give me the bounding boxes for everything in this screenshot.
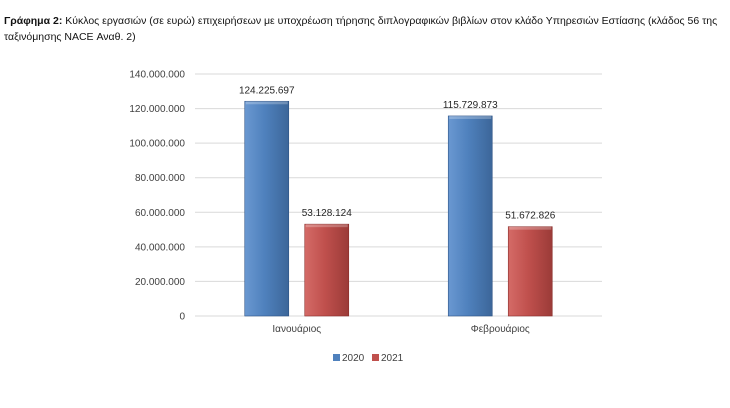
x-tick-label: Φεβρουάριος	[471, 323, 530, 335]
data-label: 51.672.826	[505, 211, 555, 222]
caption-label: Γράφημα 2:	[4, 15, 63, 27]
legend-label-2020: 2020	[342, 353, 365, 364]
bar-highlight	[245, 101, 288, 105]
bar-2021-2	[507, 226, 553, 317]
bar-2021-1	[304, 223, 350, 317]
chart-caption: Γράφημα 2: Κύκλος εργασιών (σε ευρώ) επι…	[4, 13, 724, 45]
bar-2020-2	[447, 115, 493, 317]
x-tick-label: Ιανουάριος	[272, 323, 321, 335]
x-axis-tick-labels: Ιανουάριος Φεβρουάριος	[272, 323, 530, 335]
bar-highlight	[305, 224, 348, 228]
y-tick-label: 0	[179, 312, 185, 323]
y-tick-label: 80.000.000	[135, 173, 185, 184]
data-label: 124.225.697	[239, 85, 295, 96]
data-label: 115.729.873	[443, 100, 498, 111]
y-tick-label: 20.000.000	[135, 277, 185, 288]
bar-highlight	[509, 226, 552, 230]
caption-text: Κύκλος εργασιών (σε ευρώ) επιχειρήσεων μ…	[4, 15, 718, 43]
y-tick-label: 120.000.000	[129, 104, 185, 115]
y-tick-label: 40.000.000	[135, 242, 185, 253]
legend-swatch-2021	[372, 354, 379, 361]
bars	[244, 100, 553, 317]
data-label: 53.128.124	[302, 208, 352, 219]
y-tick-label: 60.000.000	[135, 208, 185, 219]
y-tick-label: 140.000.000	[129, 70, 185, 81]
bar-highlight	[449, 115, 492, 119]
y-tick-label: 100.000.000	[129, 139, 185, 150]
y-axis-tick-labels: 0 20.000.000 40.000.000 60.000.000 80.000.00…	[129, 70, 185, 323]
bar-2020-1	[244, 100, 290, 317]
legend: 2020 2021	[333, 353, 404, 364]
legend-swatch-2020	[333, 354, 340, 361]
legend-label-2021: 2021	[381, 353, 404, 364]
data-labels: 124.225.697 53.128.124 115.729.873 51.672.8…	[239, 85, 556, 221]
